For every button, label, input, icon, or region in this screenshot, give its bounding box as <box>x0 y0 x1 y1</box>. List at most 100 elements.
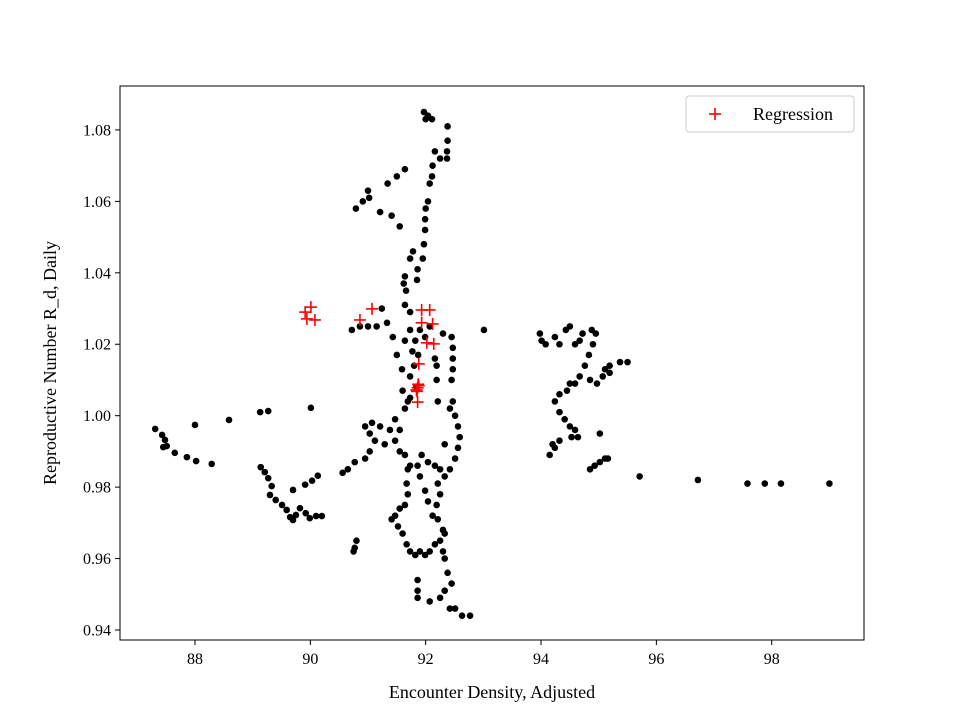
data-point <box>454 444 462 452</box>
data-point <box>448 580 455 587</box>
data-point <box>585 351 593 359</box>
regression-point <box>299 306 312 319</box>
data-point <box>428 115 436 123</box>
data-point <box>441 555 449 562</box>
data-point <box>596 430 604 437</box>
data-point <box>551 398 559 405</box>
data-point <box>604 455 612 462</box>
x-tick-label: 90 <box>302 651 318 668</box>
y-axis-label: Reproductive Number R_d, Daily <box>40 241 60 485</box>
data-point <box>312 512 320 520</box>
regression-series <box>299 301 440 409</box>
data-point <box>399 387 406 394</box>
data-point <box>400 280 408 287</box>
data-point <box>404 490 412 498</box>
data-point <box>458 612 466 620</box>
data-point <box>434 480 442 487</box>
data-point <box>556 390 563 398</box>
data-point <box>409 248 417 255</box>
regression-point <box>412 357 425 370</box>
data-point <box>418 451 425 459</box>
legend-plus-icon <box>709 108 721 120</box>
data-point <box>422 205 429 212</box>
data-point <box>434 398 442 405</box>
data-point <box>359 198 367 205</box>
data-point <box>384 180 391 187</box>
data-point <box>606 369 613 377</box>
data-point <box>402 287 410 294</box>
data-point <box>421 226 429 234</box>
x-tick-label: 92 <box>418 651 434 668</box>
data-point <box>191 421 199 429</box>
data-point <box>436 490 444 498</box>
data-point <box>266 491 274 499</box>
data-point <box>446 405 454 412</box>
data-point <box>426 180 434 187</box>
legend: Regression <box>685 95 855 133</box>
data-point <box>406 548 414 555</box>
data-point <box>451 412 459 419</box>
data-point <box>551 444 559 452</box>
data-point <box>348 326 356 334</box>
data-point <box>448 376 455 384</box>
data-point <box>542 340 549 348</box>
data-point <box>436 465 444 473</box>
regression-point <box>366 302 379 315</box>
data-point <box>431 540 439 548</box>
data-point <box>616 358 624 366</box>
data-point <box>302 509 310 517</box>
data-point <box>434 515 442 523</box>
data-point <box>439 330 447 337</box>
y-tick-label: 1.08 <box>83 122 111 139</box>
data-point <box>158 431 166 439</box>
data-point <box>426 323 434 330</box>
data-point <box>264 407 272 415</box>
data-point <box>283 506 290 514</box>
x-tick-label: 98 <box>764 651 780 668</box>
data-point <box>451 455 459 462</box>
regression-point <box>415 316 428 329</box>
data-point <box>431 355 439 362</box>
data-point <box>449 365 457 373</box>
regression-point <box>426 317 439 330</box>
data-point <box>566 423 574 430</box>
data-point <box>289 486 297 494</box>
plot-area-frame <box>119 85 865 641</box>
data-point <box>826 480 833 487</box>
data-point <box>301 481 309 488</box>
data-point <box>409 348 416 355</box>
data-point <box>292 511 300 519</box>
data-point <box>406 326 414 334</box>
y-tick-label: 0.96 <box>83 551 111 568</box>
data-point <box>356 323 364 330</box>
data-point <box>414 576 421 584</box>
y-axis: 0.94 0.96 0.98 1.00 1.02 1.04 1.06 1.08 <box>83 122 120 639</box>
data-point <box>586 465 594 473</box>
data-point <box>636 473 643 480</box>
data-point <box>411 337 419 344</box>
x-axis-label: Encounter Density, Adjusted <box>389 682 595 702</box>
data-point <box>406 373 414 380</box>
data-point <box>278 501 286 509</box>
data-point <box>441 530 449 537</box>
x-tick-label: 96 <box>648 651 664 668</box>
data-point <box>444 137 451 144</box>
legend-frame <box>685 95 855 133</box>
data-point <box>591 462 598 469</box>
regression-point <box>308 313 321 326</box>
data-point <box>416 548 424 555</box>
data-point <box>225 416 233 424</box>
data-point <box>426 548 434 555</box>
data-point <box>401 301 409 309</box>
data-point <box>264 474 272 482</box>
data-point <box>393 351 401 359</box>
data-point <box>307 404 315 412</box>
regression-point <box>412 378 425 391</box>
data-point <box>256 408 264 416</box>
data-point <box>376 423 384 430</box>
data-point <box>308 477 316 484</box>
data-point <box>268 482 275 490</box>
data-point <box>365 194 373 202</box>
data-point <box>351 458 359 466</box>
